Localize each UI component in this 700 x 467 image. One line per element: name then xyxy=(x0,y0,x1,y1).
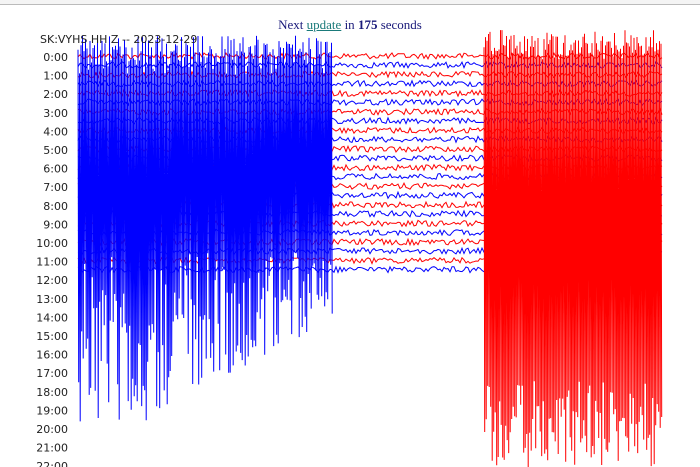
hour-label: 2:00 xyxy=(43,88,68,101)
hour-label: 21:00 xyxy=(36,442,68,455)
station-label: SK:VYHS HH Z -- 2023-12-29 xyxy=(40,33,197,46)
hour-label: 1:00 xyxy=(43,70,68,83)
hour-label: 5:00 xyxy=(43,144,68,157)
hour-label: 10:00 xyxy=(36,237,68,250)
hour-label: 12:00 xyxy=(36,274,68,287)
text: seconds xyxy=(380,17,422,32)
hour-label: 22:00 xyxy=(36,460,68,467)
hour-label: 16:00 xyxy=(36,349,68,362)
hour-label: 7:00 xyxy=(43,181,68,194)
hour-label: 20:00 xyxy=(36,423,68,436)
hour-label: 13:00 xyxy=(36,293,68,306)
hour-label: 19:00 xyxy=(36,404,68,417)
text: Next xyxy=(278,17,304,32)
hour-label: 0:00 xyxy=(43,51,68,64)
browser-edge xyxy=(0,0,700,5)
hour-label: 8:00 xyxy=(43,200,68,213)
hour-label: 17:00 xyxy=(36,367,68,380)
hour-label: 15:00 xyxy=(36,330,68,343)
hour-label: 11:00 xyxy=(36,256,68,269)
burst xyxy=(77,35,333,422)
hour-label: 4:00 xyxy=(43,125,68,138)
hour-label: 9:00 xyxy=(43,218,68,231)
update-link[interactable]: update xyxy=(306,17,342,32)
text: in xyxy=(344,17,355,32)
hour-label: 18:00 xyxy=(36,386,68,399)
refresh-notice: Next update in 175 seconds xyxy=(0,17,700,33)
countdown: 175 xyxy=(357,17,378,32)
hour-label: 14:00 xyxy=(36,311,68,324)
hour-label: 6:00 xyxy=(43,163,68,176)
hour-label: 3:00 xyxy=(43,107,68,120)
burst xyxy=(483,30,663,467)
